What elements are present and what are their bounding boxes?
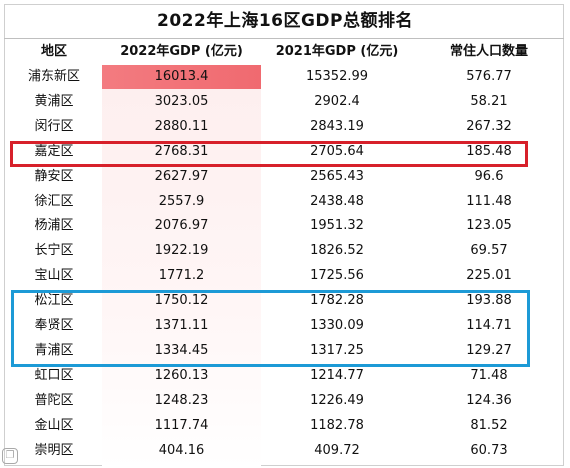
cell-gdp-2021: 1226.49 — [310, 392, 364, 408]
cell-population: 114.71 — [466, 318, 512, 333]
cell-population: 193.88 — [466, 293, 512, 309]
cell-gdp-2022: 1248.23 — [154, 392, 209, 408]
cell-district: 长宁区 — [34, 243, 74, 259]
cell-population: 69.57 — [470, 243, 508, 259]
cell-population: 81.52 — [470, 417, 508, 433]
table-row: 黄浦区 3023.05 2902.4 58.21 — [0, 90, 570, 114]
table-row: 浦东新区 16013.4 15352.99 576.77 — [0, 65, 570, 89]
cell-gdp-2022: 3023.05 — [154, 93, 209, 109]
table-row: 青浦区 1334.45 1317.25 129.27 — [0, 339, 570, 363]
table-row: 崇明区 404.16 409.72 60.73 — [0, 439, 570, 463]
header-population: 常住人口数量 — [449, 44, 528, 59]
table-row: 嘉定区 2768.31 2705.64 185.48 — [0, 140, 570, 164]
header-gdp-2021: 2021年GDP (亿元) — [275, 44, 399, 59]
cell-gdp-2021: 2565.43 — [310, 168, 364, 184]
cell-gdp-2022: 1922.19 — [154, 243, 209, 259]
weibo-corner-icon: ❐ — [2, 448, 18, 464]
cell-gdp-2021: 1214.77 — [310, 367, 364, 383]
table-header-row: 地区 2022年GDP (亿元) 2021年GDP (亿元) 常住人口数量 — [0, 40, 570, 64]
cell-gdp-2022: 1260.13 — [154, 367, 209, 383]
table-row: 宝山区 1771.2 1725.56 225.01 — [0, 264, 570, 288]
cell-gdp-2022: 1117.74 — [154, 417, 209, 433]
table-row: 徐汇区 2557.9 2438.48 111.48 — [0, 190, 570, 214]
header-district: 地区 — [40, 44, 67, 59]
table-row: 闵行区 2880.11 2843.19 267.32 — [0, 115, 570, 139]
cell-population: 129.27 — [466, 342, 512, 358]
cell-district: 崇明区 — [34, 442, 74, 458]
header-gdp-2022: 2022年GDP (亿元) — [120, 44, 243, 59]
table-row: 静安区 2627.97 2565.43 96.6 — [0, 165, 570, 189]
page-title: 2022年上海16区GDP总额排名 — [157, 11, 413, 31]
cell-population: 185.48 — [466, 143, 512, 159]
cell-gdp-2021: 1182.78 — [310, 417, 364, 433]
cell-population: 576.77 — [466, 69, 512, 84]
cell-population: 267.32 — [466, 118, 512, 134]
cell-gdp-2021: 15352.99 — [305, 69, 369, 84]
cell-gdp-2021: 1951.32 — [310, 218, 364, 234]
table-row: 金山区 1117.74 1182.78 81.52 — [0, 414, 570, 438]
gdp-column-background — [102, 65, 261, 468]
cell-district: 青浦区 — [34, 342, 74, 358]
cell-gdp-2022: 16013.4 — [154, 69, 209, 84]
cell-gdp-2022: 1334.45 — [154, 342, 209, 358]
cell-gdp-2021: 2902.4 — [314, 93, 360, 109]
cell-gdp-2022: 2557.9 — [158, 193, 205, 209]
cell-population: 58.21 — [470, 93, 508, 109]
cell-gdp-2022: 2076.97 — [154, 218, 209, 234]
cell-population: 60.73 — [470, 442, 508, 458]
cell-district: 宝山区 — [34, 268, 74, 284]
cell-gdp-2021: 1725.56 — [310, 268, 364, 284]
cell-population: 111.48 — [466, 193, 512, 209]
cell-gdp-2021: 2705.64 — [310, 143, 364, 159]
cell-population: 225.01 — [466, 268, 512, 284]
cell-gdp-2021: 2438.48 — [310, 193, 364, 209]
cell-gdp-2022: 2627.97 — [154, 168, 209, 184]
cell-district: 松江区 — [34, 293, 74, 309]
cell-gdp-2021: 2843.19 — [310, 118, 364, 134]
table-row: 普陀区 1248.23 1226.49 124.36 — [0, 389, 570, 413]
cell-gdp-2021: 1317.25 — [310, 342, 364, 358]
cell-district: 浦东新区 — [27, 69, 80, 84]
table-row: 松江区 1750.12 1782.28 193.88 — [0, 289, 570, 313]
table-row: 长宁区 1922.19 1826.52 69.57 — [0, 239, 570, 263]
cell-population: 96.6 — [474, 168, 504, 184]
cell-district: 虹口区 — [34, 367, 74, 383]
cell-district: 嘉定区 — [34, 143, 74, 159]
cell-district: 金山区 — [34, 417, 74, 433]
title-divider — [4, 38, 564, 39]
table-frame — [4, 4, 564, 466]
cell-gdp-2022: 404.16 — [158, 442, 205, 458]
table-row: 虹口区 1260.13 1214.77 71.48 — [0, 364, 570, 388]
cell-district: 杨浦区 — [34, 218, 74, 234]
cell-district: 奉贤区 — [34, 318, 74, 333]
cell-gdp-2021: 1826.52 — [310, 243, 364, 259]
cell-gdp-2021: 409.72 — [314, 442, 360, 458]
cell-district: 徐汇区 — [34, 193, 74, 209]
cell-population: 71.48 — [470, 367, 508, 383]
table-row: 奉贤区 1371.11 1330.09 114.71 — [0, 314, 570, 338]
cell-district: 闵行区 — [34, 118, 74, 134]
cell-gdp-2021: 1330.09 — [310, 318, 364, 333]
cell-district: 普陀区 — [34, 392, 74, 408]
cell-gdp-2022: 2880.11 — [154, 118, 209, 134]
cell-gdp-2022: 1371.11 — [154, 318, 209, 333]
cell-gdp-2022: 1771.2 — [158, 268, 205, 284]
cell-population: 123.05 — [466, 218, 512, 234]
cell-gdp-2021: 1782.28 — [310, 293, 364, 309]
table-row: 杨浦区 2076.97 1951.32 123.05 — [0, 214, 570, 238]
cell-district: 黄浦区 — [34, 93, 74, 109]
cell-gdp-2022: 1750.12 — [154, 293, 209, 309]
cell-gdp-2022: 2768.31 — [154, 143, 209, 159]
gdp-2022-bar — [102, 65, 261, 89]
cell-population: 124.36 — [466, 392, 512, 408]
cell-district: 静安区 — [34, 168, 74, 184]
